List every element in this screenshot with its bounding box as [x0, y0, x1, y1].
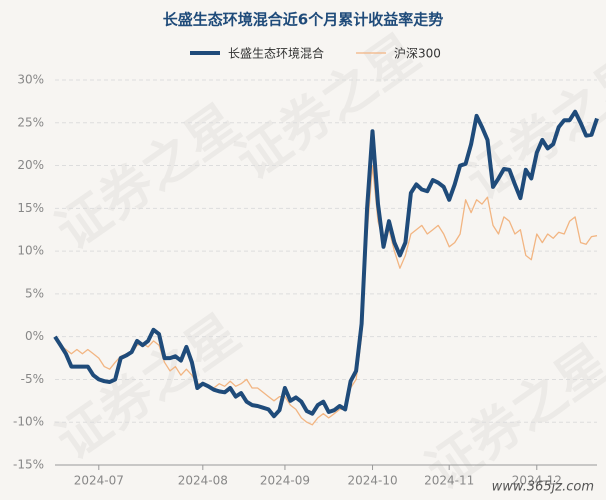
x-tick-label: 2024-09 [260, 474, 310, 488]
y-tick-label: 0% [25, 329, 44, 343]
y-tick-label: 30% [17, 73, 44, 87]
source-mark: www.365jz.com [492, 480, 594, 495]
legend-label: 沪深300 [394, 47, 441, 61]
series-line [53, 109, 599, 419]
chart-title: 长盛生态环境混合近6个月累计收益率走势 [163, 11, 443, 29]
legend-label: 长盛生态环境混合 [228, 46, 324, 61]
y-tick-label: 5% [25, 286, 44, 300]
y-tick-label: 25% [17, 115, 44, 129]
plot: -15% -10% -5% 0% 5% 10% 15% 20% 25% 30% 2024-07 202… [13, 73, 599, 488]
y-tick-label: 20% [17, 158, 44, 172]
y-tick-label: 10% [17, 244, 44, 258]
y-tick-label: -5% [21, 372, 44, 386]
y-tick-label: 15% [17, 201, 44, 215]
x-tick-label: 2024-11 [424, 474, 474, 488]
x-tick-label: 2024-12 [512, 474, 562, 488]
y-tick-label: -10% [13, 415, 44, 429]
y-tick-label: -15% [13, 458, 44, 472]
x-tick-label: 2024-08 [178, 474, 228, 488]
x-tick-label: 2024-07 [74, 474, 124, 488]
x-tick-label: 2024-10 [347, 474, 397, 488]
